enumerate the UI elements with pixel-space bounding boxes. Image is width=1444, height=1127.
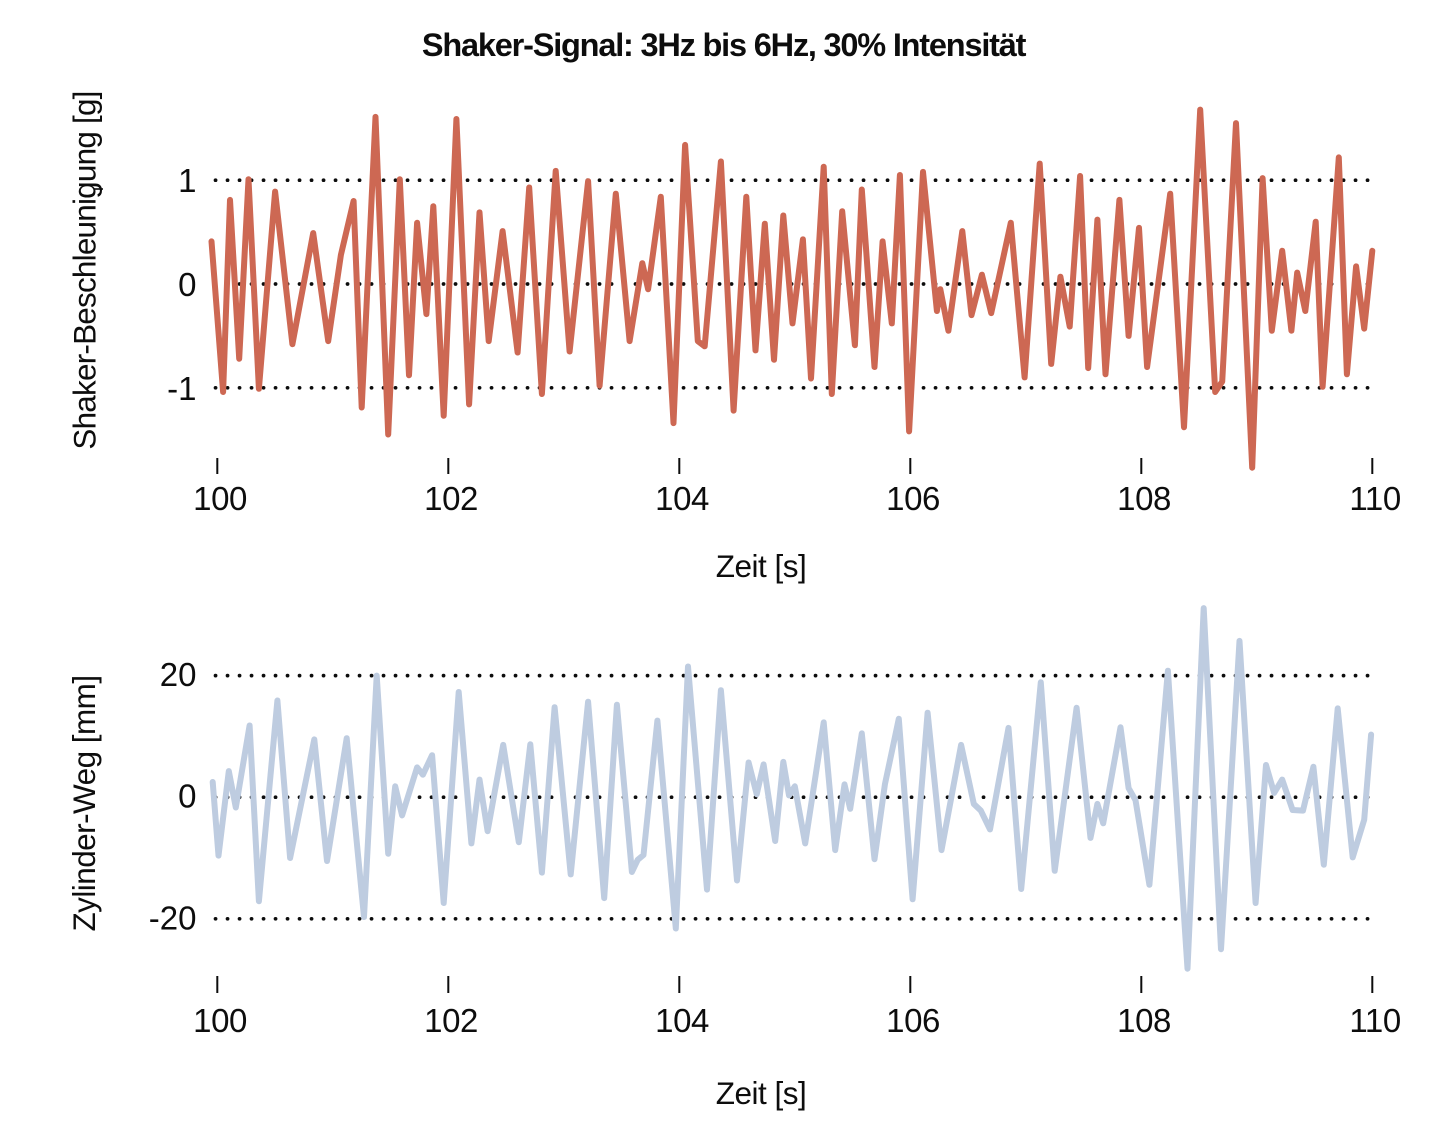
svg-text:102: 102	[424, 1002, 478, 1039]
svg-text:Zeit [s]: Zeit [s]	[716, 548, 807, 584]
svg-text:Zylinder-Weg [mm]: Zylinder-Weg [mm]	[66, 675, 102, 931]
svg-text:100: 100	[193, 1002, 247, 1039]
svg-text:20: 20	[160, 656, 197, 693]
svg-text:-1: -1	[167, 370, 196, 407]
svg-text:1: 1	[178, 162, 196, 199]
svg-text:110: 110	[1349, 480, 1400, 517]
svg-text:108: 108	[1117, 480, 1171, 517]
svg-text:0: 0	[178, 778, 196, 815]
svg-text:Shaker-Signal: 3Hz bis 6Hz, 30: Shaker-Signal: 3Hz bis 6Hz, 30% Intensit…	[422, 27, 1027, 63]
svg-text:104: 104	[655, 480, 709, 517]
svg-text:Shaker-Beschleunigung [g]: Shaker-Beschleunigung [g]	[67, 91, 103, 449]
svg-text:110: 110	[1349, 1002, 1400, 1039]
svg-text:102: 102	[424, 480, 478, 517]
svg-text:106: 106	[886, 1002, 940, 1039]
svg-text:100: 100	[193, 480, 247, 517]
svg-text:106: 106	[886, 480, 940, 517]
svg-text:108: 108	[1117, 1002, 1171, 1039]
svg-text:Zeit [s]: Zeit [s]	[716, 1075, 807, 1111]
svg-text:0: 0	[178, 266, 196, 303]
svg-text:104: 104	[655, 1002, 709, 1039]
svg-text:-20: -20	[149, 899, 197, 936]
